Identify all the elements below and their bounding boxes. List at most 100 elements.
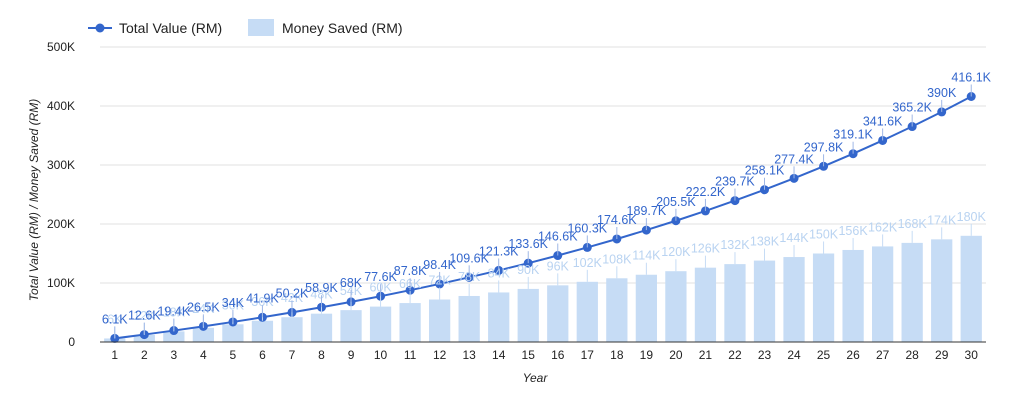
bar-money-saved xyxy=(665,271,687,342)
line-data-label: 174.6K xyxy=(597,213,637,227)
line-data-label: 121.3K xyxy=(479,244,519,258)
legend[interactable]: Total Value (RM) Money Saved (RM) xyxy=(88,19,403,36)
x-tick-label: 12 xyxy=(433,348,447,362)
bar-data-label: 126K xyxy=(691,242,721,256)
bar-money-saved xyxy=(340,310,362,342)
bar-data-label: 180K xyxy=(957,210,987,224)
line-data-label: 6.1K xyxy=(102,312,128,326)
line-data-label: 160.3K xyxy=(567,221,607,235)
bar-data-label: 18K xyxy=(163,305,186,319)
line-data-label: 277.4K xyxy=(774,152,814,166)
line-data-label: 12.6K xyxy=(128,309,161,323)
legend-bar-swatch xyxy=(248,19,274,36)
y-tick-label: 500K xyxy=(47,40,75,54)
bar-data-label: 90K xyxy=(517,263,540,277)
bar-data-label: 12K xyxy=(133,309,156,323)
legend-label-total-value: Total Value (RM) xyxy=(119,20,222,36)
legend-marker-swatch xyxy=(95,23,105,33)
line-data-label: 50.2K xyxy=(276,286,309,300)
bar-money-saved xyxy=(517,288,539,342)
bar-data-label: 156K xyxy=(838,224,868,238)
y-tick-label: 300K xyxy=(47,158,75,172)
bar-money-saved xyxy=(753,260,776,342)
x-tick-label: 4 xyxy=(200,348,207,362)
bar-data-label: 150K xyxy=(809,228,839,242)
bar-money-saved xyxy=(488,292,510,342)
x-tick-label: 15 xyxy=(522,348,536,362)
bar-money-saved xyxy=(576,281,598,342)
x-tick-label: 29 xyxy=(935,348,949,362)
x-tick-label: 28 xyxy=(905,348,919,362)
y-tick-label: 0 xyxy=(68,335,75,349)
y-tick-label: 200K xyxy=(47,217,75,231)
bar-money-saved xyxy=(872,246,894,342)
x-tick-label: 5 xyxy=(230,348,237,362)
bar-money-saved xyxy=(429,299,451,342)
bar-money-saved xyxy=(281,317,303,342)
line-data-label: 258.1K xyxy=(745,164,785,178)
line-data-label: 222.2K xyxy=(686,185,726,199)
line-data-label: 319.1K xyxy=(833,128,873,142)
bar-money-saved xyxy=(369,306,392,342)
bar-data-label: 102K xyxy=(573,256,603,270)
x-tick-label: 1 xyxy=(111,348,118,362)
legend-label-money-saved: Money Saved (RM) xyxy=(282,20,403,36)
bar-data-label: 144K xyxy=(779,231,809,245)
x-tick-label: 10 xyxy=(374,348,388,362)
bar-data-label: 48K xyxy=(310,288,333,302)
bar-money-saved xyxy=(812,253,835,342)
bar-money-saved xyxy=(192,327,214,342)
line-data-label: 87.8K xyxy=(394,264,427,278)
bar-data-label: 138K xyxy=(750,235,780,249)
legend-item-money-saved[interactable]: Money Saved (RM) xyxy=(248,19,403,36)
line-data-label: 416.1K xyxy=(951,71,991,85)
bar-money-saved xyxy=(251,320,274,342)
bar-data-label: 42K xyxy=(281,291,304,305)
x-tick-label: 18 xyxy=(610,348,624,362)
x-tick-label: 16 xyxy=(551,348,565,362)
x-tick-label: 2 xyxy=(141,348,148,362)
x-tick-label: 7 xyxy=(289,348,296,362)
x-tick-label: 23 xyxy=(758,348,772,362)
line-data-label: 146.6K xyxy=(538,230,578,244)
data-labels: 6K 12K 18K 24K 30K 36K 42K 48K 54K 60K 66K 72K 78K 84… xyxy=(102,71,992,339)
bar-money-saved xyxy=(960,235,982,342)
x-tick-label: 6 xyxy=(259,348,266,362)
gridlines xyxy=(100,46,986,284)
bar-data-label: 36K xyxy=(251,295,274,309)
bar-money-saved xyxy=(635,274,657,342)
x-tick-label: 19 xyxy=(640,348,654,362)
bar-money-saved xyxy=(931,239,953,342)
line-data-label: 297.8K xyxy=(804,140,844,154)
bar-data-label: 84K xyxy=(488,266,511,280)
line-data-label: 109.6K xyxy=(449,251,489,265)
x-tick-label: 22 xyxy=(728,348,742,362)
line-data-label: 34K xyxy=(222,296,245,310)
bar-money-saved xyxy=(606,278,628,342)
bar-data-label: 6K xyxy=(107,312,123,326)
bar-money-saved xyxy=(310,313,333,342)
bar-money-saved xyxy=(842,249,864,342)
line-data-label: 133.6K xyxy=(508,237,548,251)
bar-money-saved xyxy=(547,285,569,342)
y-axis-title: Total Value (RM) / Money Saved (RM) xyxy=(27,99,41,302)
line-data-label: 19.4K xyxy=(157,305,190,319)
bar-data-label: 120K xyxy=(661,245,691,259)
line-data-label: 41.9K xyxy=(246,291,279,305)
y-tick-label: 400K xyxy=(47,99,75,113)
line-data-label: 341.6K xyxy=(863,114,903,128)
line-data-label: 239.7K xyxy=(715,175,755,189)
x-tick-label: 17 xyxy=(581,348,595,362)
bar-data-label: 162K xyxy=(868,220,898,234)
x-tick-label: 26 xyxy=(846,348,860,362)
bar-money-saved xyxy=(783,257,805,342)
bar-data-label: 96K xyxy=(547,259,570,273)
line-data-label: 189.7K xyxy=(627,204,667,218)
legend-item-total-value[interactable]: Total Value (RM) xyxy=(88,20,222,36)
x-tick-label: 20 xyxy=(669,348,683,362)
line-data-label: 58.9K xyxy=(305,281,338,295)
bar-data-label: 24K xyxy=(192,302,215,316)
bar-money-saved xyxy=(901,242,923,342)
